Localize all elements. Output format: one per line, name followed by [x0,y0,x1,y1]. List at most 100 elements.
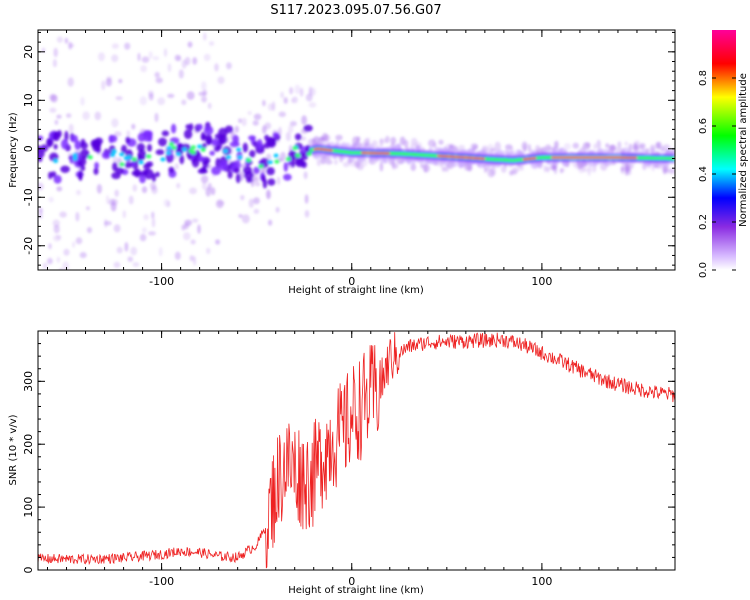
heatmap-speckle [304,210,310,218]
heatmap-speckle [75,211,80,222]
heatmap-blob [272,132,279,138]
heatmap-speckle [304,194,309,204]
heatmap-blob [70,134,78,143]
heatmap-speckle [645,148,650,155]
heatmap-blob [197,123,203,130]
colorbar-tick-label: 0.6 [698,118,709,134]
colorbar: 0.0 0.2 0.4 0.6 0.8 Normalized spectral ampl… [698,30,749,278]
heatmap-speckle [410,163,417,171]
heatmap-speckle [113,224,121,233]
heatmap-speckle [280,91,284,99]
heatmap-speckle [52,219,60,228]
heatmap-speckle [48,196,54,203]
heatmap-speckle [543,165,547,173]
heatmap-speckle [422,164,431,173]
heatmap-speckle [54,119,59,125]
heatmap-blob [229,141,240,148]
heatmap-blob [38,156,43,162]
heatmap-speckle [410,137,418,146]
heatmap-speckle [48,243,52,250]
heatmap-hotspot [72,153,78,158]
heatmap-hotspot [285,157,291,162]
heatmap-speckle [324,138,330,147]
heatmap-speckle [111,54,119,63]
ridge-core [437,154,485,160]
heatmap-hotspot [119,162,125,167]
heatmap-speckle [56,114,62,119]
heatmap-blob [294,133,302,141]
heatmap-blob [235,173,241,184]
heatmap-speckle [193,256,197,266]
heatmap-speckle [112,156,119,164]
heatmap-blob [261,174,266,183]
heatmap-speckle [201,81,207,91]
heatmap-speckle [85,206,90,211]
heatmap-speckle [181,99,187,106]
heatmap-blob [267,178,276,186]
ridge-core [313,147,333,152]
heatmap-speckle [262,99,266,107]
heatmap-speckle [82,111,90,121]
heatmap-speckle [523,143,527,153]
heatmap-hotspot [292,146,298,151]
heatmap-speckle [253,208,260,214]
heatmap-speckle [124,242,129,252]
heatmap-blob [267,137,277,148]
heatmap-speckle [546,166,550,173]
heatmap-speckle [186,91,195,100]
heatmap-speckle [130,246,138,256]
heatmap-speckle [241,214,250,224]
heatmap-speckle [148,93,154,101]
heatmap-blob [137,149,147,161]
heatmap-speckle [379,138,388,144]
heatmap-speckle [52,59,58,68]
heatmap-speckle [115,96,123,101]
heatmap-blob [155,149,165,156]
heatmap-cells [38,32,675,270]
heatmap-speckle [105,78,112,87]
y-tick-label: -10 [22,188,35,206]
heatmap-speckle [53,224,60,234]
x-tick-label: 100 [531,575,552,588]
heatmap-speckle [184,223,189,230]
heatmap-hotspot [258,164,264,169]
heatmap-speckle [201,96,207,103]
heatmap-speckle [617,141,622,150]
heatmap-blob [194,149,201,159]
heatmap-speckle [131,123,136,130]
heatmap-speckle [379,161,384,172]
y-tick-label: 10 [22,93,35,107]
heatmap-speckle [143,214,149,221]
heatmap-speckle [104,221,112,226]
heatmap-blob [283,173,292,181]
heatmap-speckle [669,168,675,174]
heatmap-speckle [596,139,601,150]
heatmap-hotspot [160,157,166,162]
heatmap-speckle [108,198,116,206]
heatmap-speckle [253,197,260,205]
heatmap-blob [40,144,49,152]
heatmap-hotspot [295,153,301,158]
heatmap-speckle [283,97,288,104]
heatmap-blob [179,154,185,165]
heatmap-speckle [264,122,272,130]
heatmap-speckle [655,142,661,149]
heatmap-speckle [290,98,294,104]
heatmap-blob [233,167,240,174]
heatmap-blob [161,130,170,137]
spectrogram-frame [37,29,676,271]
heatmap-speckle [294,84,301,95]
colorbar-label: Normalized spectral amplitude [738,73,749,227]
heatmap-blob [255,146,265,154]
heatmap-blob [287,160,292,166]
heatmap-speckle [202,89,208,96]
x-tick-label: -100 [149,275,174,288]
heatmap-speckle [275,206,280,213]
heatmap-speckle [624,141,628,146]
heatmap-blob [112,162,118,172]
heatmap-speckle [124,42,131,50]
heatmap-speckle [267,190,271,200]
heatmap-speckle [308,86,313,96]
heatmap-speckle [128,195,134,205]
